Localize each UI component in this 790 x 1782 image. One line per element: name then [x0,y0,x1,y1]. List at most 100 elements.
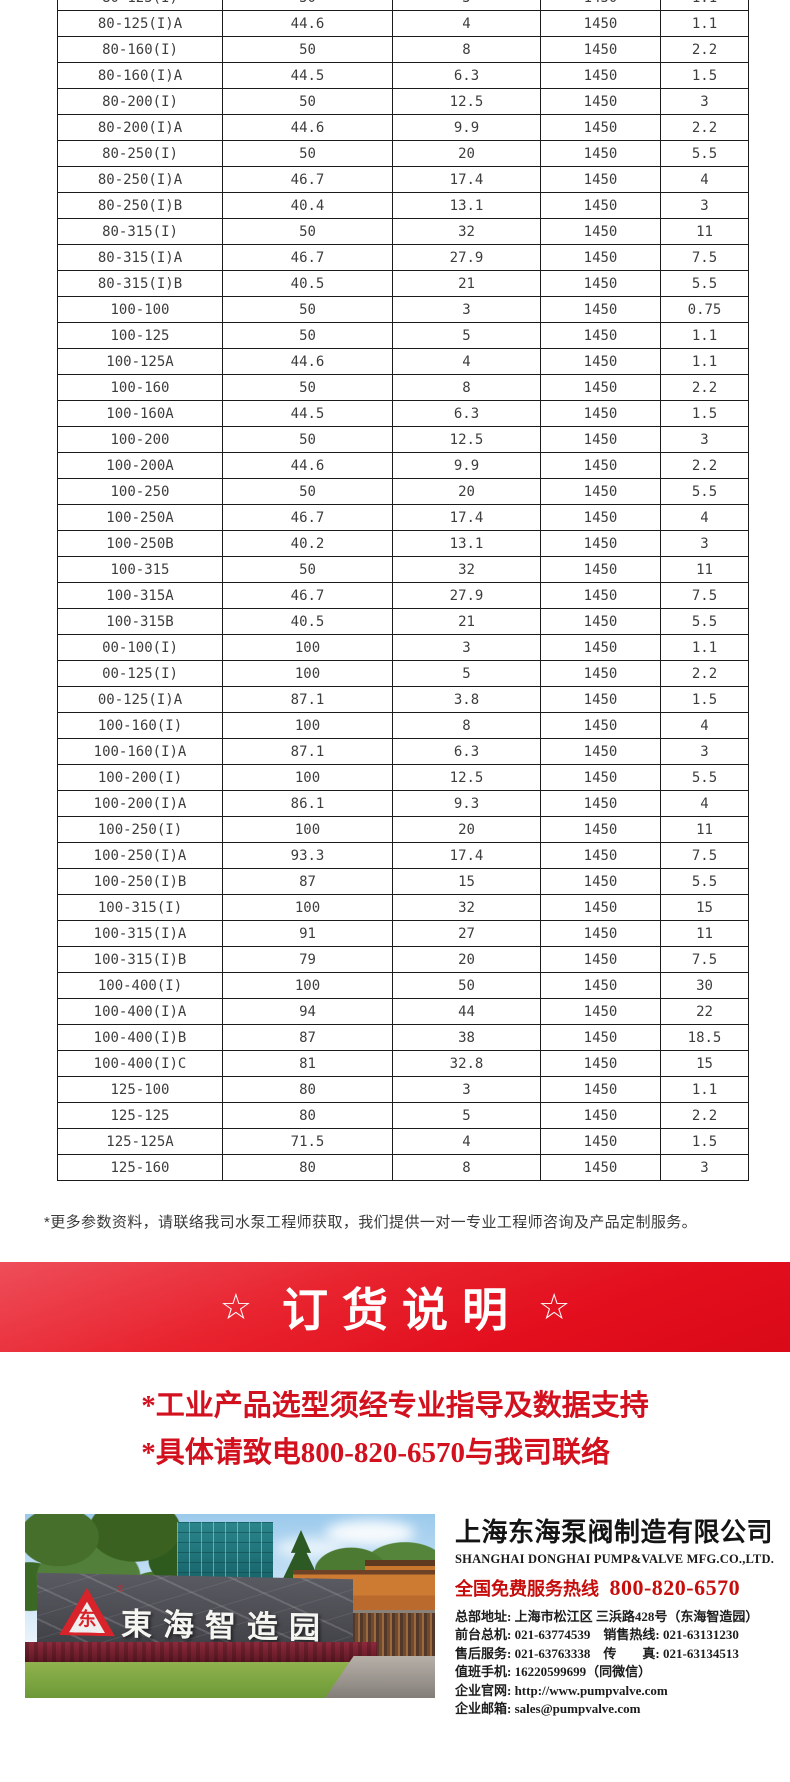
table-cell: 18.5 [660,1024,749,1051]
table-row: 100-160 50 8 1450 2.2 [57,374,749,401]
contact-line: 前台总机: 021-63774539 销售热线: 021-63131230 [455,1627,739,1643]
table-cell: 6.3 [392,738,541,765]
table-cell: 32 [392,556,541,583]
table-cell: 125-125 [57,1102,223,1129]
table-cell: 79 [222,946,393,973]
table-cell: 15 [392,868,541,895]
table-cell: 1450 [540,1050,661,1077]
table-cell: 1450 [540,478,661,505]
table-row: 100-400(I)A 94 44 1450 22 [57,998,749,1025]
table-row: 100-315(I)A 91 27 1450 11 [57,920,749,947]
table-cell: 100-315(I)B [57,946,223,973]
table-cell: 100 [222,972,393,999]
table-row: 100-250(I)A 93.3 17.4 1450 7.5 [57,842,749,869]
table-cell: 100 [222,894,393,921]
table-cell: 100-250 [57,478,223,505]
photo-cloud [325,1520,415,1546]
table-cell: 5 [392,322,541,349]
table-cell: 80-125(I)A [57,10,223,37]
table-cell: 86.1 [222,790,393,817]
table-cell: 125-125A [57,1128,223,1155]
table-row: 100-315 50 32 1450 11 [57,556,749,583]
table-cell: 100-125 [57,322,223,349]
table-cell: 7.5 [660,582,749,609]
table-row: 00-100(I) 100 3 1450 1.1 [57,634,749,661]
table-row: 125-160 80 8 1450 3 [57,1154,749,1181]
table-cell: 3.8 [392,686,541,713]
table-cell: 11 [660,218,749,245]
table-cell: 100-160(I) [57,712,223,739]
table-cell: 50 [222,36,393,63]
hotline-number: 800-820-6570 [609,1575,741,1600]
params-note: *更多参数资料，请联络我司水泵工程师获取，我们提供一对一专业工程师咨询及产品定制… [44,1214,698,1231]
service-hotline: 全国免费服务热线 800-820-6570 [455,1575,780,1601]
table-cell: 5.5 [660,868,749,895]
table-cell: 1450 [540,842,661,869]
order-banner-title: 订货说明 [282,1284,522,1336]
table-cell: 1450 [540,660,661,687]
contact-line: 值班手机: 16220599699（同微信） [455,1664,652,1680]
table-cell: 11 [660,920,749,947]
table-row: 100-125 50 5 1450 1.1 [57,322,749,349]
table-row: 80-315(I) 50 32 1450 11 [57,218,749,245]
table-cell: 100-315(I) [57,894,223,921]
table-cell: 2.2 [660,1102,749,1129]
table-cell: 7.5 [660,842,749,869]
table-cell: 100 [222,660,393,687]
table-row: 80-250(I)B 40.4 13.1 1450 3 [57,192,749,219]
table-cell: 4 [660,504,749,531]
table-cell: 44.5 [222,400,393,427]
table-cell: 1450 [540,998,661,1025]
table-row: 100-250(I) 100 20 1450 11 [57,816,749,843]
table-row: 100-200(I) 100 12.5 1450 5.5 [57,764,749,791]
table-cell: 40.4 [222,192,393,219]
table-cell: 5 [392,1102,541,1129]
table-cell: 1450 [540,530,661,557]
table-cell: 87.1 [222,738,393,765]
table-cell: 12.5 [392,88,541,115]
contact-list: 总部地址: 上海市松江区 三浜路428号（东海智造园） 前台总机: 021-637… [455,1608,780,1718]
table-cell: 1450 [540,88,661,115]
table-cell: 1450 [540,244,661,271]
table-cell: 80-160(I) [57,36,223,63]
table-cell: 2.2 [660,36,749,63]
table-cell: 71.5 [222,1128,393,1155]
table-cell: 8 [392,374,541,401]
table-cell: 3 [392,634,541,661]
table-cell: 4 [392,348,541,375]
table-row: 100-160(I) 100 8 1450 4 [57,712,749,739]
table-cell: 40.2 [222,530,393,557]
company-info: 上海东海泵阀制造有限公司 SHANGHAI DONGHAI PUMP&VALVE… [455,1512,780,1718]
table-cell: 46.7 [222,582,393,609]
table-cell: 80-160(I)A [57,62,223,89]
table-cell: 1450 [540,400,661,427]
table-cell: 6.3 [392,400,541,427]
contact-line: 总部地址: 上海市松江区 三浜路428号（东海智造园） [455,1609,759,1624]
table-cell: 21 [392,270,541,297]
table-row: 125-100 80 3 1450 1.1 [57,1076,749,1103]
table-cell: 2.2 [660,374,749,401]
table-row: 100-250B 40.2 13.1 1450 3 [57,530,749,557]
company-logo: 东 ® [59,1583,124,1636]
table-cell: 40.5 [222,270,393,297]
hotline-label: 全国免费服务热线 [455,1579,599,1599]
table-cell: 5.5 [660,140,749,167]
table-cell: 15 [660,894,749,921]
table-cell: 100-400(I)B [57,1024,223,1051]
table-cell: 27 [392,920,541,947]
table-row: 125-125 80 5 1450 2.2 [57,1102,749,1129]
table-row: 100-200A 44.6 9.9 1450 2.2 [57,452,749,479]
table-cell: 4 [660,790,749,817]
table-cell: 80 [222,1102,393,1129]
table-cell: 100 [222,764,393,791]
contact-line: 企业官网: http://www.pumpvalve.com [455,1682,668,1698]
table-cell: 1450 [540,218,661,245]
table-cell: 1450 [540,270,661,297]
table-row: 80-250(I)A 46.7 17.4 1450 4 [57,166,749,193]
table-row: 00-125(I) 100 5 1450 2.2 [57,660,749,687]
table-cell: 1450 [540,790,661,817]
table-row: 100-160(I)A 87.1 6.3 1450 3 [57,738,749,765]
table-cell: 1450 [540,712,661,739]
table-cell: 1450 [540,946,661,973]
table-cell: 1450 [540,504,661,531]
